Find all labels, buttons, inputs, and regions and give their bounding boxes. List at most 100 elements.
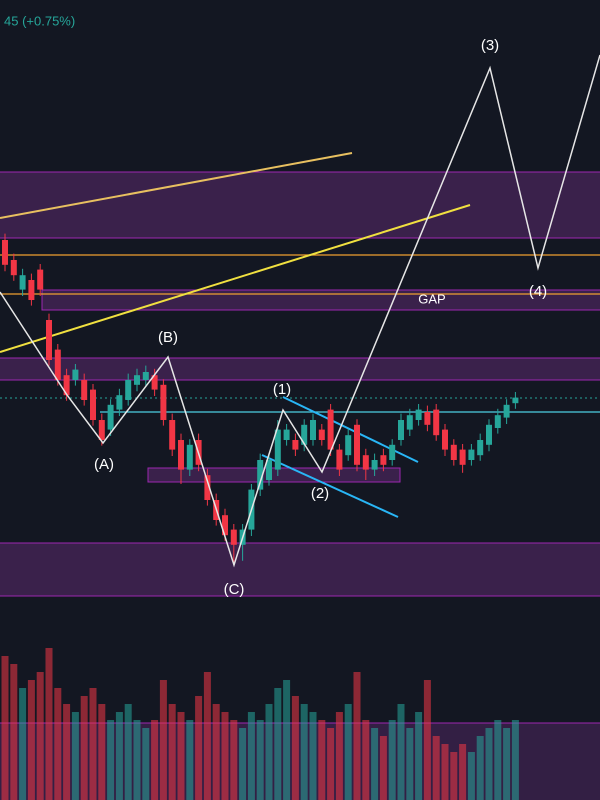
candle-body	[310, 420, 316, 440]
candle-body	[151, 375, 158, 390]
candle-body	[292, 440, 299, 450]
candle-body	[107, 404, 114, 430]
volume-bar	[494, 720, 502, 800]
volume-bar	[476, 736, 484, 800]
volume-bar	[432, 736, 440, 800]
candle-body	[81, 380, 88, 400]
volume-bar	[379, 736, 387, 800]
volume-bar	[19, 688, 27, 800]
volume-bar	[353, 672, 361, 800]
volume-bar	[450, 752, 458, 800]
volume-bar	[274, 688, 282, 800]
candle-body	[28, 280, 35, 300]
volume-bar	[177, 712, 185, 800]
volume-bar	[89, 688, 97, 800]
volume-bar	[415, 712, 423, 800]
volume-bar	[423, 680, 431, 800]
candle-body	[274, 429, 281, 470]
volume-bar	[159, 680, 167, 800]
candle-body	[160, 384, 167, 420]
volume-bar	[291, 696, 299, 800]
wave-label: (2)	[311, 485, 329, 502]
volume-bar	[485, 728, 493, 800]
volume-bar	[195, 696, 203, 800]
volume-bar	[124, 704, 132, 800]
candle-body	[336, 449, 343, 470]
candle-body	[63, 375, 70, 396]
candle-body	[178, 440, 184, 470]
candle-body	[72, 369, 79, 380]
wave-label: (1)	[273, 381, 291, 398]
candle-body	[477, 440, 484, 456]
volume-bar	[239, 728, 247, 800]
volume-bar	[511, 720, 519, 800]
volume-bar	[230, 720, 238, 800]
zone	[0, 357, 600, 381]
volume-bar	[327, 728, 335, 800]
candle-body	[486, 424, 492, 445]
volume-bar	[54, 688, 62, 800]
candle-body	[54, 349, 61, 380]
volume-bar	[309, 712, 317, 800]
candle-body	[389, 444, 396, 460]
candle-body	[10, 260, 17, 276]
candle-body	[46, 320, 52, 360]
candle-body	[98, 420, 105, 440]
candle-body	[142, 372, 149, 380]
zone	[0, 171, 600, 239]
volume-bar	[98, 704, 106, 800]
candle-body	[186, 444, 193, 470]
candle-body	[318, 429, 325, 440]
volume-bar	[142, 728, 150, 800]
volume-bar	[247, 712, 255, 800]
volume-bar	[63, 704, 71, 800]
volume-bar	[397, 704, 405, 800]
candle-body	[468, 449, 475, 460]
volume-bar	[80, 696, 88, 800]
volume-bar	[115, 712, 123, 800]
candle-body	[90, 389, 96, 420]
volume-bar	[45, 648, 53, 800]
candle-body	[450, 444, 457, 460]
volume-bar	[300, 704, 308, 800]
volume-bar	[27, 680, 35, 800]
candle-body	[512, 397, 519, 404]
wave-label: (C)	[224, 581, 245, 598]
candle-body	[354, 424, 360, 465]
volume-bar	[265, 704, 273, 800]
volume-bar	[371, 728, 379, 800]
wave-label: (B)	[158, 329, 178, 346]
candle-body	[169, 420, 176, 450]
volume-bar	[36, 672, 44, 800]
candle-body	[398, 420, 404, 440]
zones	[0, 171, 600, 800]
volume-bar	[441, 744, 449, 800]
candle-body	[125, 380, 132, 400]
candle-body	[204, 475, 211, 500]
candle-body	[230, 529, 237, 545]
volume-bar	[256, 720, 264, 800]
wave-label: (4)	[529, 283, 547, 300]
candle-body	[380, 455, 387, 465]
wave-label: (A)	[94, 456, 114, 473]
volume-bar	[283, 680, 291, 800]
volume-bar	[467, 752, 475, 800]
channel-line	[282, 396, 419, 463]
channel-line	[261, 454, 399, 518]
candle-body	[406, 415, 413, 430]
wave-path	[0, 54, 600, 568]
wave-label: (3)	[481, 37, 499, 54]
candles	[1, 233, 519, 800]
candle-body	[2, 240, 8, 265]
candle-body	[459, 449, 466, 465]
candle-body	[345, 435, 352, 456]
candle-body	[19, 275, 26, 290]
gap-label: GAP	[418, 291, 445, 306]
candle-body	[116, 395, 123, 410]
volume-bar	[151, 720, 159, 800]
volume-bar	[406, 728, 414, 800]
candle-body	[362, 455, 369, 470]
trend-line	[0, 152, 353, 219]
